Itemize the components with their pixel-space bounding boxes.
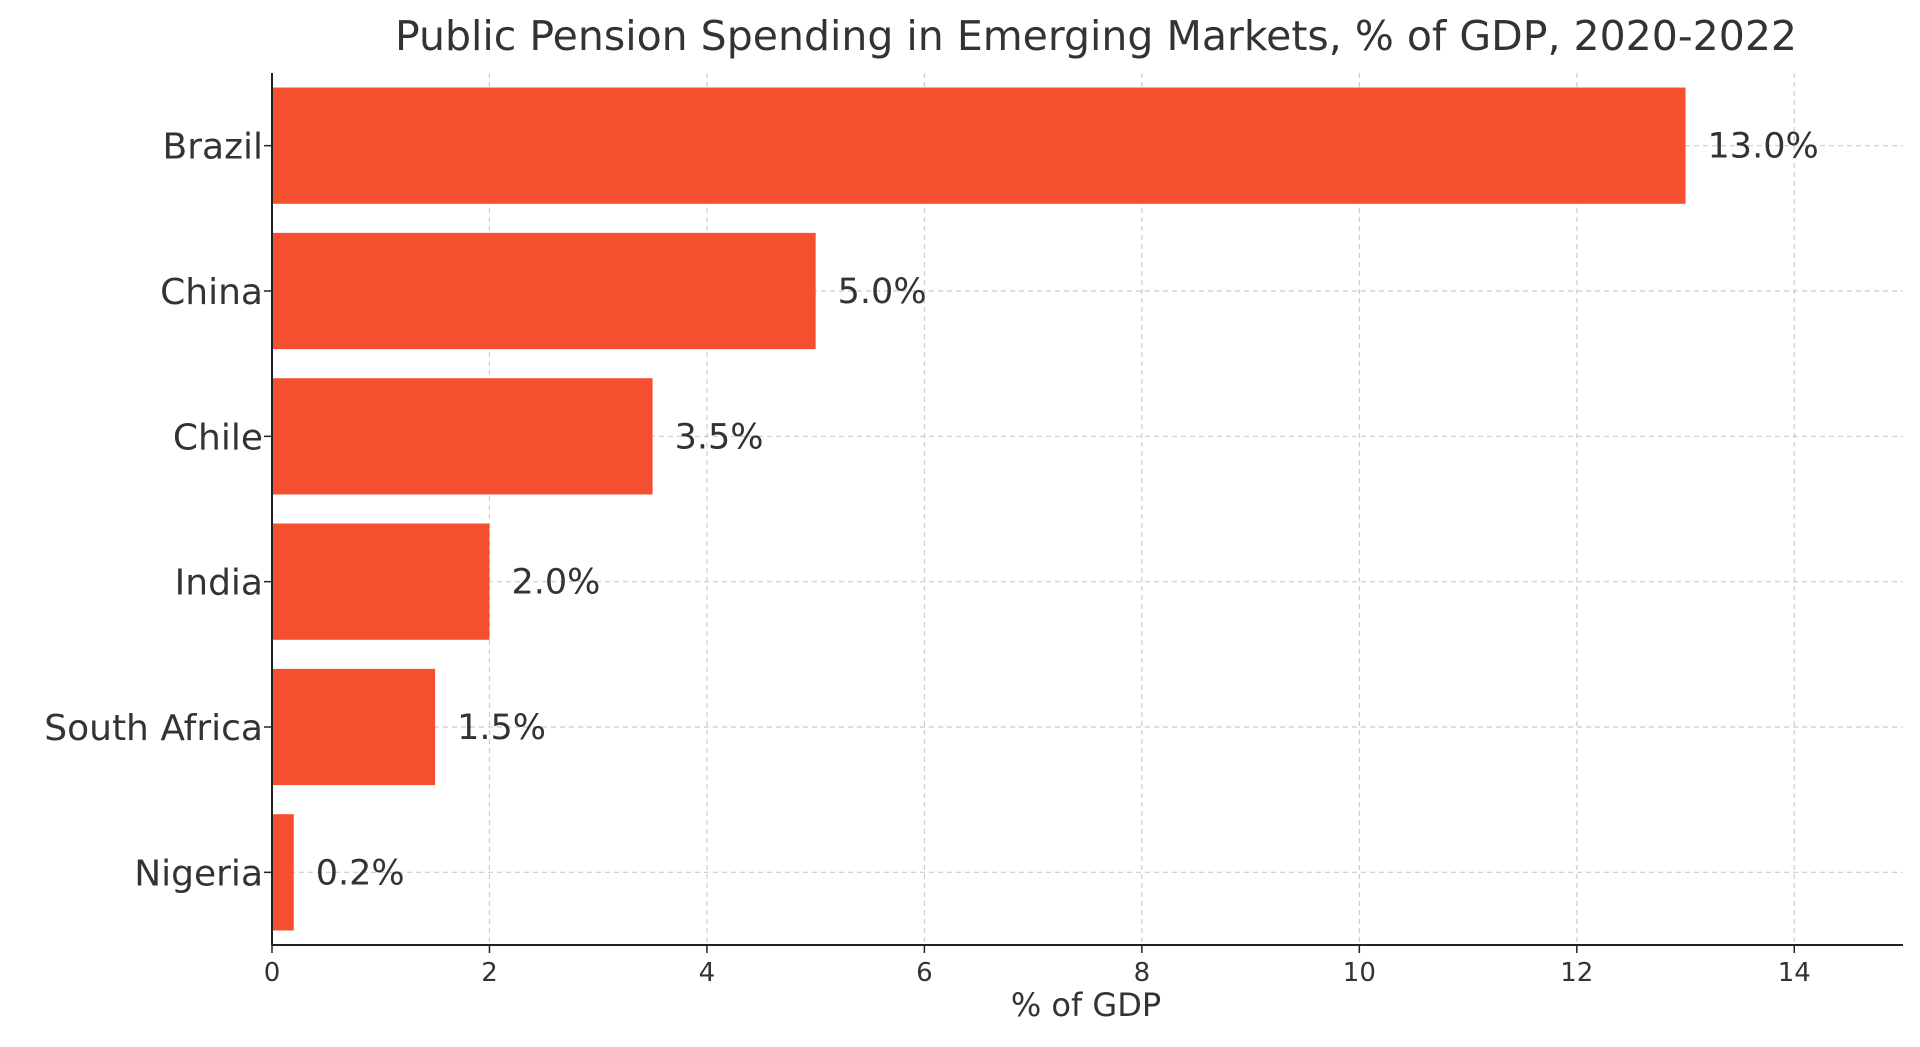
bar-value-label: 13.0%	[1708, 127, 1819, 167]
chart-title: Public Pension Spending in Emerging Mark…	[394, 12, 1797, 60]
y-tick-label: China	[160, 272, 263, 313]
x-axis-label: % of GDP	[1011, 986, 1161, 1024]
bar	[272, 378, 653, 495]
bars	[272, 87, 1686, 931]
bar	[272, 232, 816, 350]
y-tick-label: India	[175, 563, 263, 604]
value-labels: 13.0% 5.0% 3.5% 2.0% 1.5% 0.2%	[316, 127, 1819, 894]
x-tick-label: 2	[481, 958, 498, 988]
y-tick-label: Brazil	[163, 127, 263, 168]
bar	[272, 668, 436, 786]
bar	[272, 814, 294, 931]
y-tick-label: South Africa	[44, 708, 263, 749]
x-tick-label: 4	[699, 958, 716, 988]
bar-value-label: 1.5%	[457, 708, 546, 748]
x-tick-label: 12	[1560, 958, 1593, 988]
x-tick-label: 0	[264, 958, 281, 988]
bar-value-label: 2.0%	[511, 563, 600, 603]
x-tick-label: 6	[916, 958, 933, 988]
axes: 0 2 4 6 8 10 12 14 Brazil China Chile India South Af…	[44, 73, 1903, 988]
bar-value-label: 0.2%	[316, 853, 405, 893]
x-tick-label: 10	[1343, 958, 1376, 988]
y-tick-label: Nigeria	[134, 853, 263, 894]
bar	[272, 523, 490, 640]
x-tick-label: 14	[1778, 958, 1811, 988]
x-tick-label: 8	[1134, 958, 1151, 988]
y-tick-label: Chile	[173, 417, 263, 458]
bar	[272, 87, 1686, 204]
bar-value-label: 3.5%	[675, 417, 764, 457]
bar-value-label: 5.0%	[838, 272, 927, 312]
